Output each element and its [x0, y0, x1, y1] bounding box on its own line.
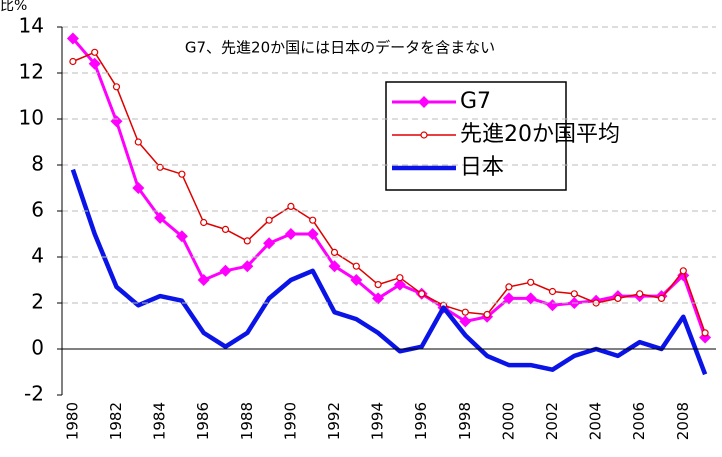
data-point	[221, 225, 230, 233]
data-point	[636, 290, 644, 298]
data-point	[330, 248, 339, 256]
data-point	[372, 292, 385, 305]
legend-marker	[420, 131, 428, 139]
data-point	[527, 278, 535, 286]
data-point	[112, 83, 121, 91]
data-point	[570, 290, 578, 298]
y-tick-label: 12	[19, 60, 44, 84]
data-point	[110, 115, 123, 128]
data-point	[265, 216, 273, 224]
x-tick-label: 1998	[456, 402, 474, 440]
x-tick-label: 1988	[238, 402, 256, 440]
data-point	[546, 299, 559, 312]
data-point	[154, 211, 167, 224]
x-tick-label: 1996	[412, 402, 430, 440]
y-tick-label: 6	[31, 198, 44, 222]
data-point	[483, 310, 491, 319]
legend-label: 先進20か国平均	[460, 122, 620, 147]
x-tick-label: 2002	[543, 402, 561, 440]
data-point	[306, 228, 319, 240]
x-tick-label: 1986	[194, 402, 212, 440]
data-point	[241, 260, 254, 273]
data-point	[69, 57, 77, 66]
x-tick-label: 2000	[499, 402, 517, 440]
x-tick-label: 1994	[369, 402, 387, 440]
data-point	[91, 48, 99, 56]
y-tick-label: 8	[31, 152, 44, 176]
data-point	[505, 283, 513, 291]
data-point	[524, 292, 537, 305]
legend-box	[385, 81, 567, 191]
data-point	[461, 308, 469, 316]
legend-label: G7	[460, 89, 491, 114]
x-tick-label: 1982	[107, 402, 125, 440]
data-point	[548, 287, 557, 296]
data-point	[243, 237, 251, 245]
y-tick-label: 4	[31, 244, 44, 268]
y-tick-label: 14	[19, 14, 44, 38]
x-tick-label: 1990	[281, 402, 299, 440]
series-line	[72, 51, 706, 334]
x-tick-label: 1984	[151, 402, 169, 440]
data-point	[459, 315, 472, 328]
data-point	[175, 230, 188, 243]
data-point	[219, 264, 232, 277]
data-point	[263, 237, 276, 250]
data-point	[287, 202, 295, 210]
data-point	[701, 329, 709, 337]
data-point	[156, 163, 164, 171]
series-line	[70, 168, 708, 376]
x-tick-label: 1980	[63, 402, 81, 440]
x-tick-label: 2004	[587, 402, 605, 440]
x-tick-label: 2008	[674, 402, 692, 440]
data-point	[374, 281, 382, 289]
data-point	[200, 218, 208, 227]
data-point	[134, 138, 142, 146]
data-point	[352, 262, 360, 270]
data-point	[350, 274, 363, 286]
data-point	[418, 290, 426, 298]
data-point	[132, 182, 145, 194]
data-point	[284, 228, 297, 240]
data-point	[502, 292, 515, 305]
y-tick-label: 10	[19, 106, 44, 130]
y-tick-label: -2	[24, 382, 44, 406]
data-point	[614, 294, 622, 302]
data-point	[66, 32, 79, 45]
data-point	[178, 170, 186, 178]
data-point	[328, 260, 341, 273]
y-tick-label: 0	[31, 336, 44, 360]
annotation: G7、先進20か国には日本のデータを含まない	[185, 39, 495, 57]
data-point	[393, 278, 406, 291]
data-point	[197, 274, 210, 286]
y-tick-label: 2	[31, 290, 44, 314]
x-tick-label: 1992	[325, 402, 343, 440]
y-axis-label: 比%	[0, 0, 27, 14]
data-point	[88, 57, 101, 70]
data-point	[679, 267, 687, 275]
legend-marker	[418, 96, 430, 108]
data-point	[396, 274, 404, 282]
data-point	[657, 294, 666, 302]
legend-label: 日本	[460, 155, 504, 180]
x-tick-label: 2006	[630, 402, 648, 440]
data-point	[309, 216, 317, 224]
